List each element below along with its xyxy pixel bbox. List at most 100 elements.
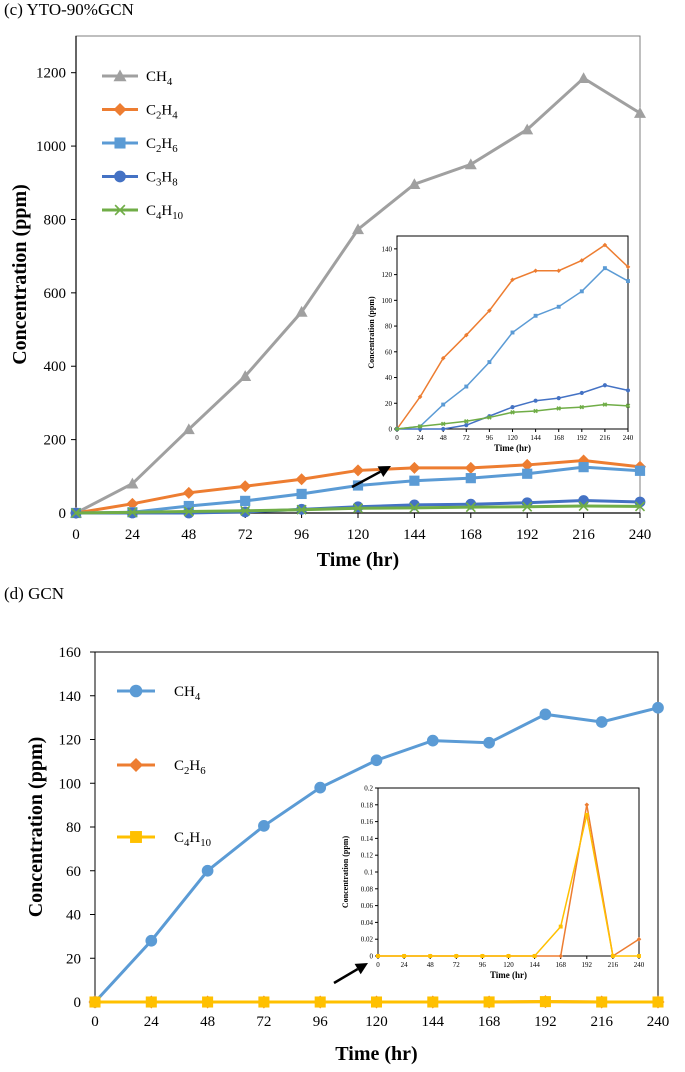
inset-data-point [556, 268, 561, 274]
inset-series-c4h10 [394, 402, 631, 432]
data-point [427, 996, 439, 1008]
data-point [634, 501, 646, 512]
inset-data-point [579, 258, 585, 263]
data-point [652, 701, 664, 714]
data-point [145, 996, 157, 1008]
inset-x-tick-label: 216 [600, 434, 611, 442]
inset-y-tick-label: 0.12 [361, 852, 374, 860]
inset-x-tick-label: 0 [395, 434, 399, 442]
inset-y-tick-label: 140 [382, 245, 393, 253]
inset-x-axis-title: Time (hr) [494, 443, 531, 453]
y-tick-label: 60 [66, 864, 81, 880]
data-point [126, 497, 139, 510]
data-point [295, 305, 308, 317]
inset-data-point [441, 402, 446, 407]
data-point [634, 107, 646, 118]
inset-data-point [417, 424, 423, 429]
marker-stroke [183, 506, 194, 517]
marker-stroke [634, 501, 646, 512]
data-point [201, 864, 214, 877]
inset-arrow-d [333, 963, 368, 985]
x-tick-label: 48 [200, 1014, 215, 1030]
marker-stroke [409, 502, 420, 513]
legend-label: C2H4 [146, 103, 178, 122]
inset-data-point [532, 954, 537, 958]
legend-marker [114, 137, 126, 149]
data-point [89, 996, 101, 1008]
inset-data-point [464, 384, 469, 389]
legend-marker [113, 103, 127, 116]
y-tick-label: 100 [59, 776, 82, 792]
inset-data-point [556, 304, 561, 309]
inset-y-tick-label: 0.08 [361, 885, 374, 893]
inset-y-tick-label: 0.2 [364, 785, 373, 793]
inset-x-tick-label: 120 [507, 434, 518, 442]
inset-y-tick-label: 0.06 [361, 902, 374, 910]
x-tick-label: 240 [629, 527, 652, 543]
data-point [352, 464, 364, 477]
legend-label: C3H8 [146, 170, 178, 189]
legend-item: C2H4 [102, 103, 178, 122]
marker-stroke [487, 415, 492, 420]
inset-data-point [579, 390, 584, 396]
inset-data-point [506, 954, 511, 958]
inset-data-point [584, 802, 590, 808]
marker-stroke [240, 505, 251, 516]
data-point [295, 473, 308, 486]
inset-x-tick-label: 144 [530, 434, 541, 442]
data-point [314, 781, 327, 794]
inset-data-point [579, 289, 584, 294]
inset-x-tick-label: 48 [440, 434, 448, 442]
arrow-head [354, 963, 368, 975]
data-point [183, 500, 194, 512]
legend-marker [129, 758, 143, 772]
y-tick-label: 160 [59, 645, 82, 661]
data-point [634, 465, 646, 476]
marker-stroke [533, 408, 538, 414]
y-tick-label: 0 [74, 995, 82, 1011]
y-tick-label: 0 [59, 506, 67, 522]
data-point [352, 223, 364, 235]
inset-data-point [602, 266, 607, 271]
panel-label: (c) YTO-90%GCN [4, 0, 134, 19]
inset-data-point [464, 423, 469, 428]
x-tick-label: 192 [534, 1014, 557, 1030]
inset-data-point [510, 330, 515, 335]
inset-data-point [533, 408, 538, 414]
legend-item: CH4 [117, 684, 201, 703]
data-point [352, 503, 364, 514]
data-point [539, 996, 551, 1008]
legend: CH4 C2H6 C4H10 [117, 684, 211, 849]
legend-label: C2H6 [146, 136, 178, 155]
inset-data-point [464, 332, 469, 338]
data-point [426, 734, 439, 747]
inset-chart-d: 0 0.02 0.04 0.06 0.08 0.1 0.12 0.14 0.16 0.18 0.2 0… [341, 785, 645, 981]
inset-y-tick-label: 0.1 [364, 869, 373, 877]
x-tick-label: 192 [516, 527, 539, 543]
inset-y-tick-label: 0.02 [361, 936, 374, 944]
inset-data-point [602, 242, 608, 248]
marker-stroke [127, 507, 138, 518]
inset-y-tick-label: 0 [370, 953, 374, 961]
y-tick-label: 600 [44, 286, 67, 302]
data-point [577, 72, 590, 83]
inset-chart-c: 0 20 40 60 80 100 120 140 0 24 48 72 96 120 144 168 192 2… [367, 235, 634, 453]
inset-data-point [610, 954, 615, 958]
inset-data-point [440, 355, 446, 361]
data-point [296, 504, 307, 515]
data-point [539, 708, 552, 721]
inset-data-point [602, 383, 607, 388]
marker-stroke [464, 418, 469, 424]
x-tick-label: 0 [72, 527, 80, 543]
inset-x-tick-label: 48 [427, 961, 435, 969]
panel-label: (d) GCN [4, 584, 64, 603]
inset-data-point [533, 313, 538, 318]
series-c4h10 [70, 500, 646, 519]
legend-item: C4H10 [117, 830, 211, 849]
inset-data-point [558, 953, 563, 959]
inset-x-tick-label: 192 [582, 961, 593, 969]
x-tick-label: 168 [460, 527, 483, 543]
inset-data-point [602, 402, 608, 407]
data-point [578, 495, 589, 506]
